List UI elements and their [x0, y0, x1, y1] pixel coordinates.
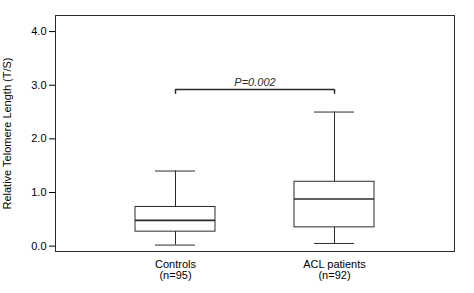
- svg-text:3.0: 3.0: [31, 79, 46, 91]
- svg-text:Controls(n=95): Controls(n=95): [155, 258, 196, 281]
- svg-text:2.0: 2.0: [31, 132, 46, 144]
- svg-text:Relative Telomere Length (T/S): Relative Telomere Length (T/S): [1, 57, 13, 209]
- svg-text:4.0: 4.0: [31, 25, 46, 37]
- svg-text:1.0: 1.0: [31, 186, 46, 198]
- svg-text:ACL patients(n=92): ACL patients(n=92): [303, 258, 366, 281]
- svg-text:P=0.002: P=0.002: [234, 76, 275, 88]
- svg-text:0.0: 0.0: [31, 240, 46, 252]
